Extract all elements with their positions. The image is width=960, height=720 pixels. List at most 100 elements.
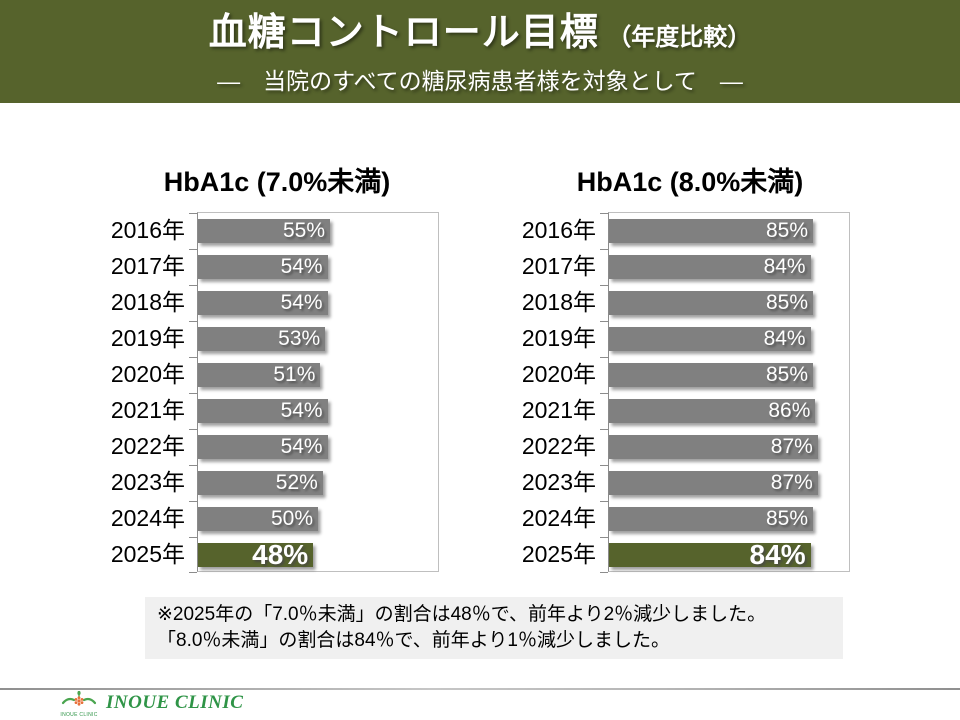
bar-value-label: 54% (280, 399, 323, 422)
axis-tick (189, 501, 197, 502)
clinic-name: INOUE CLINIC (106, 692, 244, 713)
bar-value-label: 54% (280, 291, 323, 314)
bar-value-label: 48% (252, 539, 309, 570)
year-label: 2018年 (521, 289, 596, 315)
note-box: ※2025年の「7.0％未満」の割合は48％で、前年より2％減少しました。 「8… (145, 597, 843, 659)
chart-row: 50% (198, 501, 438, 537)
year-label: 2021年 (110, 397, 185, 423)
bar-value-label: 54% (280, 435, 323, 458)
bar: 55% (198, 219, 330, 243)
axis-tick (600, 537, 608, 538)
chart-row: 87% (609, 465, 849, 501)
chart-row: 55% (198, 213, 438, 249)
bar: 85% (609, 507, 813, 531)
chart-hba1c-7: HbA1c (7.0%未満) 2016年 2017年 2018年 2019年 2020年… (107, 160, 447, 573)
chart-row: 86% (609, 393, 849, 429)
axis-tick (600, 572, 608, 573)
chart-row: 53% (198, 321, 438, 357)
bar-value-label: 87% (770, 471, 813, 494)
year-label: 2023年 (521, 469, 596, 495)
clinic-logo-caption: INOUE CLINIC (60, 712, 98, 718)
bar-value-label: 54% (280, 255, 323, 278)
year-label: 2022年 (521, 433, 596, 459)
year-label: 2024年 (521, 505, 596, 531)
bar: 85% (609, 219, 813, 243)
chart-plot-area: 55% 54% 54% 53% 51% 54% 54% 52% 50% 48% (189, 212, 439, 573)
axis-tick (600, 213, 608, 214)
axis-tick (189, 285, 197, 286)
bar: 53% (198, 327, 326, 351)
bar-value-label: 85% (765, 291, 808, 314)
clinic-logo: INOUE CLINIC (58, 690, 100, 718)
chart-hba1c-8: HbA1c (8.0%未満) 2016年 2017年 2018年 2019年 2020年… (518, 160, 862, 573)
bar-value-label: 84% (749, 539, 806, 570)
chart-row: 85% (609, 357, 849, 393)
year-label: 2018年 (110, 289, 185, 315)
bar: 52% (198, 471, 323, 495)
year-label: 2019年 (521, 325, 596, 351)
year-label: 2024年 (110, 505, 185, 531)
bar: 84% (609, 327, 811, 351)
chart-row: 84% (609, 321, 849, 357)
year-label: 2017年 (521, 253, 596, 279)
axis-tick (600, 357, 608, 358)
chart-row: 54% (198, 429, 438, 465)
axis-tick (600, 393, 608, 394)
bar-value-label: 52% (275, 471, 318, 494)
bar-value-label: 85% (765, 507, 808, 530)
axis-tick (189, 321, 197, 322)
bar: 48% (198, 539, 314, 570)
chart-year-labels: 2016年 2017年 2018年 2019年 2020年 2021年 2022年 2023年… (107, 212, 197, 572)
axis-tick (189, 429, 197, 430)
note-line-1: ※2025年の「7.0％未満」の割合は48％で、前年より2％減少しました。 (157, 604, 767, 625)
chart-row: 84% (609, 249, 849, 285)
bar: 87% (609, 471, 818, 495)
axis-tick (600, 321, 608, 322)
year-label: 2016年 (521, 217, 596, 243)
chart-body: 2016年 2017年 2018年 2019年 2020年 2021年 2022年 2023年… (518, 212, 862, 573)
year-label: 2020年 (110, 361, 185, 387)
chart-title: HbA1c (8.0%未満) (576, 167, 804, 197)
bar: 54% (198, 255, 328, 279)
page-title-suffix: （年度比較） (607, 24, 752, 51)
bar: 54% (198, 435, 328, 459)
chart-row: 85% (609, 285, 849, 321)
chart-plot-area: 85% 84% 85% 84% 85% 86% 87% 87% 85% 84% (600, 212, 850, 573)
bar: 84% (609, 255, 811, 279)
year-label: 2016年 (110, 217, 185, 243)
year-label: 2017年 (110, 253, 185, 279)
chart-row: 48% (198, 537, 438, 573)
page-title-main: 血糖コントロール目標 (208, 12, 599, 54)
bar: 54% (198, 399, 328, 423)
bar: 85% (609, 291, 813, 315)
chart-row: 54% (198, 285, 438, 321)
bar-value-label: 85% (765, 363, 808, 386)
clinic-logo-icon (61, 690, 97, 706)
axis-tick (600, 501, 608, 502)
chart-row: 51% (198, 357, 438, 393)
chart-year-labels: 2016年 2017年 2018年 2019年 2020年 2021年 2022年 2023年… (518, 212, 608, 572)
bar-value-label: 87% (770, 435, 813, 458)
bar-value-label: 84% (763, 327, 806, 350)
chart-row: 52% (198, 465, 438, 501)
year-label: 2022年 (110, 433, 185, 459)
axis-tick (189, 249, 197, 250)
axis-tick (189, 393, 197, 394)
axis-tick (600, 465, 608, 466)
note-line-2: 「8.0％未満」の割合は84％で、前年より1％減少しました。 (157, 630, 670, 651)
axis-tick (600, 285, 608, 286)
chart-body: 2016年 2017年 2018年 2019年 2020年 2021年 2022年 2023年… (107, 212, 447, 573)
bar: 54% (198, 291, 328, 315)
bar: 51% (198, 363, 321, 387)
axis-tick (189, 357, 197, 358)
chart-row: 85% (609, 501, 849, 537)
chart-row: 84% (609, 537, 849, 573)
axis-tick (189, 465, 197, 466)
bar-value-label: 51% (273, 363, 316, 386)
axis-tick (600, 429, 608, 430)
bar-value-label: 86% (768, 399, 811, 422)
year-label: 2025年 (110, 541, 185, 567)
bar-value-label: 55% (282, 219, 325, 242)
year-label: 2025年 (521, 541, 596, 567)
